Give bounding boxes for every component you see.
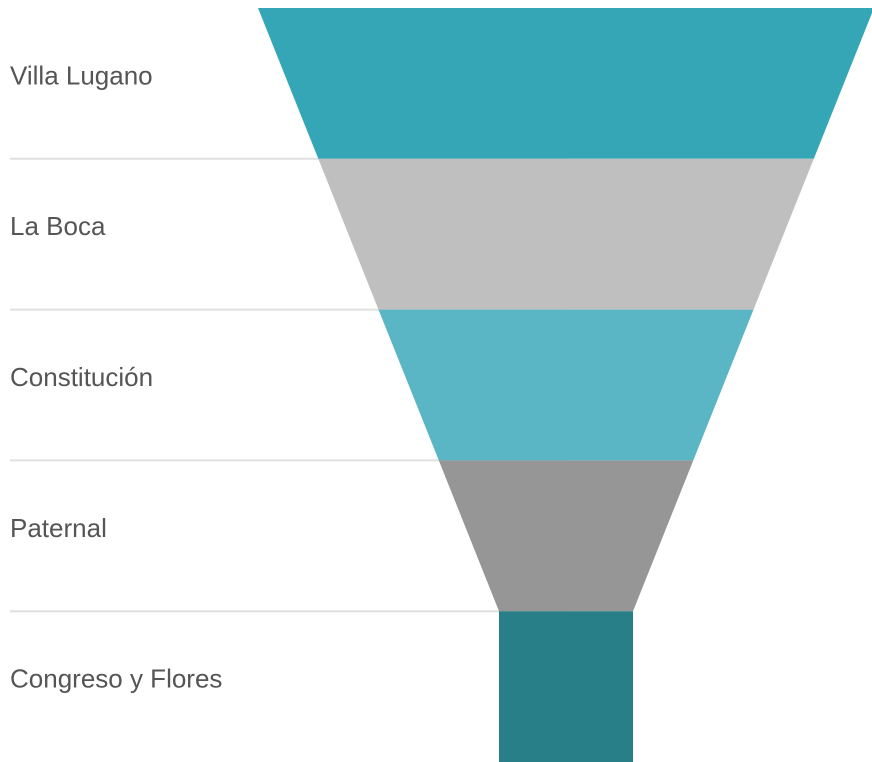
funnel-segment-4 — [438, 460, 694, 612]
stage-label-2: La Boca — [10, 211, 106, 241]
stage-labels: Villa Lugano La Boca Constitución Paternal C… — [10, 60, 222, 693]
stage-label-5: Congreso y Flores — [10, 664, 222, 694]
funnel-segment-5 — [499, 611, 633, 762]
funnel-segment-3 — [378, 309, 754, 461]
funnel-segment-1 — [258, 8, 872, 159]
stage-label-4: Paternal — [10, 513, 107, 543]
stage-label-3: Constitución — [10, 362, 153, 392]
stage-label-1: Villa Lugano — [10, 60, 153, 90]
funnel-segment-2 — [318, 158, 814, 310]
funnel-segments — [258, 8, 872, 762]
